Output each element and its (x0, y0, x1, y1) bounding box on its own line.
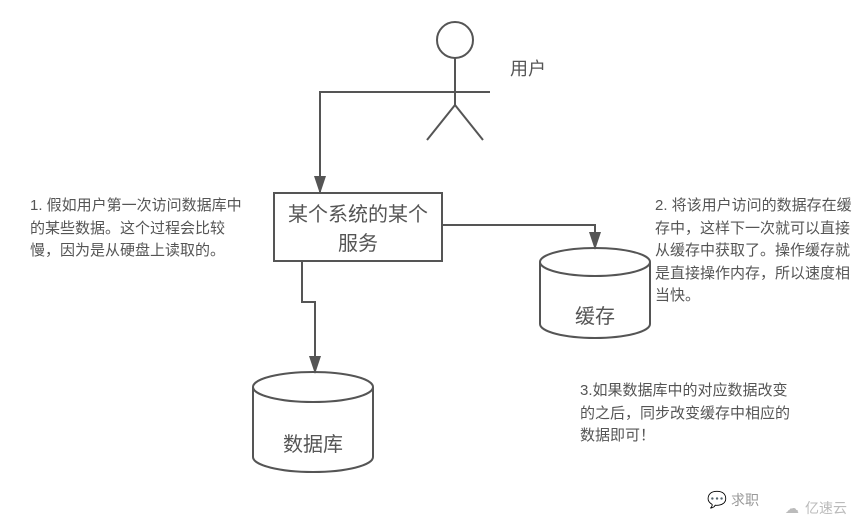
database-label: 数据库 (253, 428, 373, 457)
note-2: 2. 将该用户访问的数据存在缓存中，这样下一次就可以直接从缓存中获取了。操作缓存… (655, 195, 855, 308)
user-label: 用户 (510, 55, 546, 81)
service-label: 某个系统的某个服务 (279, 198, 437, 256)
cloud-icon: ☁ (785, 500, 799, 517)
cache-label: 缓存 (540, 300, 650, 329)
note-1: 1. 假如用户第一次访问数据库中的某些数据。这个过程会比较慢，因为是从硬盘上读取… (30, 195, 245, 263)
note-3: 3.如果数据库中的对应数据改变的之后，同步改变缓存中相应的数据即可！ (580, 380, 790, 448)
watermark-left: 💬 求职 (707, 490, 759, 510)
watermark-right: ☁ 亿速云 (785, 498, 847, 518)
service-node: 某个系统的某个服务 (273, 192, 443, 262)
